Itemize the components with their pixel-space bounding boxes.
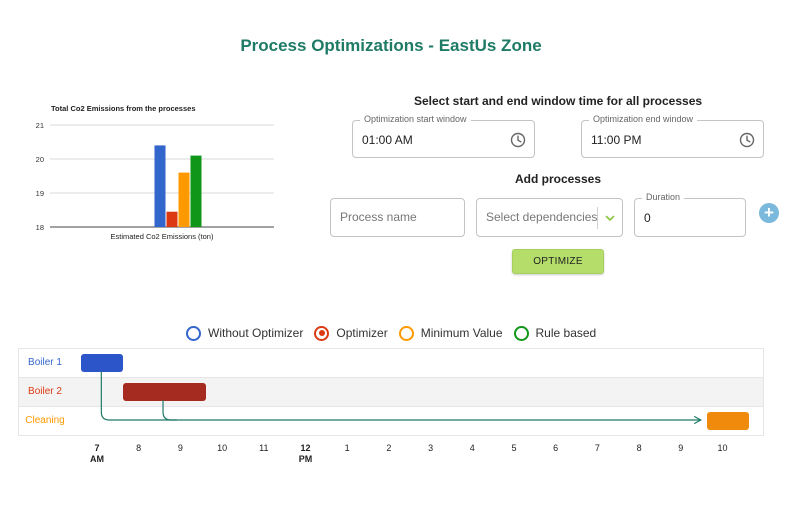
dependency-arrows [100,371,764,436]
time-axis-hour: 11 [259,443,269,453]
dependency-arrow [162,400,178,421]
time-axis-hour: 12 [300,443,311,453]
time-axis-hour: 10 [217,443,228,453]
gantt-row-label: Boiler 2 [28,386,62,397]
gantt-task-bar[interactable] [123,383,207,401]
time-axis-label: 5 [499,443,529,454]
time-axis-hour: 3 [428,443,434,453]
clock-icon[interactable] [739,132,755,148]
gantt-row-label: Boiler 1 [28,357,62,368]
dropdown-divider [597,207,598,229]
time-axis-label: 7 [582,443,612,454]
radio-checked-icon[interactable] [314,325,330,341]
dependencies-placeholder: Select dependencies [486,210,598,224]
time-axis-label: 3 [416,443,446,454]
chart-bar [178,172,190,227]
emissions-chart: Total Co2 Emissions from the processes 18… [30,100,290,245]
time-axis-hour: 9 [678,443,684,453]
time-axis-hour: 2 [386,443,392,453]
time-axis-label: 11 [249,443,279,454]
legend-radio-option[interactable]: Without Optimizer [186,325,304,341]
radio-dot [318,330,325,336]
time-axis-label: 2 [374,443,404,454]
chart-title: Total Co2 Emissions from the processes [51,104,196,113]
time-axis-hour: 1 [344,443,350,453]
gantt-row: Boiler 1 [19,349,763,378]
dependencies-select[interactable]: Select dependencies [476,198,623,237]
legend-radio-label: Without Optimizer [208,326,304,340]
chart-y-tick-label: 20 [36,155,44,164]
time-axis-hour: 8 [636,443,642,453]
duration-value: 0 [644,211,651,225]
start-window-label: Optimization start window [360,114,471,124]
legend-radio-label: Optimizer [336,326,388,340]
time-axis-label: 6 [541,443,571,454]
start-window-field[interactable]: Optimization start window 01:00 AM [352,114,535,158]
window-section-title: Select start and end window time for all… [413,94,703,108]
time-axis-label: 1 [332,443,362,454]
plus-icon: + [764,203,774,222]
add-section-title: Add processes [514,172,602,186]
time-axis-period: AM [90,454,104,464]
gantt-chart: Boiler 1 Boiler 2 Cleaning [18,348,764,436]
radio-unchecked-icon[interactable] [186,325,201,341]
time-axis-label: 9 [165,443,195,454]
clock-icon[interactable] [510,132,526,148]
gantt-row-label: Cleaning [25,415,65,426]
legend-radio-label: Minimum Value [420,326,503,340]
chart-y-tick-label: 21 [36,121,44,130]
time-axis-label: 8 [124,443,154,454]
chart-bar [190,155,202,227]
duration-label: Duration [642,192,685,202]
time-axis-hour: 4 [469,443,475,453]
gantt-row: Cleaning [19,407,763,436]
time-axis-label: 9 [666,443,696,454]
duration-input[interactable]: Duration 0 [634,192,746,237]
legend-radio-option[interactable]: Optimizer [314,325,388,341]
time-axis-hour: 8 [136,443,142,453]
legend-radio-label: Rule based [535,326,597,340]
end-window-label: Optimization end window [589,114,698,124]
time-axis-label: 10 [207,443,237,454]
time-axis-label: 12 PM [291,443,321,465]
chart-bar [154,145,166,227]
start-window-value: 01:00 AM [362,133,413,147]
time-axis-hour: 5 [511,443,517,453]
chart-y-tick-label: 19 [36,189,44,198]
time-axis-label: 8 [624,443,654,454]
process-name-input[interactable]: Process name [330,198,465,237]
time-axis-hour: 10 [717,443,728,453]
legend-radio-option[interactable]: Rule based [513,325,597,341]
radio-unchecked-icon[interactable] [398,325,414,341]
gantt-task-bar[interactable] [81,354,123,372]
time-axis-hour: 6 [553,443,559,453]
time-axis-hour: 9 [177,443,183,453]
chart-bar [166,211,178,227]
optimize-button[interactable]: OPTIMIZE [512,249,604,274]
chart-x-label: Estimated Co2 Emissions (ton) [111,232,214,241]
emissions-chart-svg: Total Co2 Emissions from the processes 18… [36,104,274,241]
time-axis-label: 4 [457,443,487,454]
schedule-legend: Without Optimizer Optimizer Minimum Value R… [186,324,607,342]
end-window-field[interactable]: Optimization end window 11:00 PM [581,114,764,158]
chevron-down-icon[interactable] [604,212,616,224]
gantt-task-bar[interactable] [706,412,749,430]
end-window-value: 11:00 PM [591,133,642,147]
dependency-arrow [100,371,701,420]
time-axis-hour: 7 [94,443,100,453]
time-axis-hour: 7 [594,443,600,453]
time-axis-label: 10 [708,443,738,454]
legend-radio-option[interactable]: Minimum Value [398,325,503,341]
page-title: Process Optimizations - EastUs Zone [240,36,542,55]
time-axis-label: 7 AM [82,443,112,465]
time-axis-period: PM [298,454,313,464]
radio-unchecked-icon[interactable] [513,325,529,341]
process-name-placeholder: Process name [340,210,417,224]
chart-y-tick-label: 18 [36,223,44,232]
add-process-button[interactable]: + [759,203,779,223]
